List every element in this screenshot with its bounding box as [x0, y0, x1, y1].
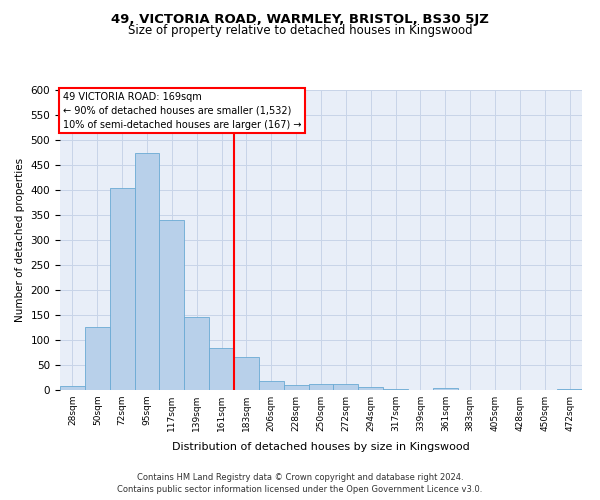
- Bar: [234, 356, 259, 390]
- Bar: [433, 388, 458, 390]
- Text: Contains public sector information licensed under the Open Government Licence v3: Contains public sector information licen…: [118, 485, 482, 494]
- Text: 49, VICTORIA ROAD, WARMLEY, BRISTOL, BS30 5JZ: 49, VICTORIA ROAD, WARMLEY, BRISTOL, BS3…: [111, 12, 489, 26]
- Bar: [259, 381, 284, 390]
- Bar: [110, 188, 134, 390]
- Text: Distribution of detached houses by size in Kingswood: Distribution of detached houses by size …: [172, 442, 470, 452]
- Bar: [358, 387, 383, 390]
- Bar: [284, 384, 308, 390]
- Text: Size of property relative to detached houses in Kingswood: Size of property relative to detached ho…: [128, 24, 472, 37]
- Bar: [209, 348, 234, 390]
- Bar: [383, 388, 408, 390]
- Text: 49 VICTORIA ROAD: 169sqm
← 90% of detached houses are smaller (1,532)
10% of sem: 49 VICTORIA ROAD: 169sqm ← 90% of detach…: [62, 92, 301, 130]
- Text: Contains HM Land Registry data © Crown copyright and database right 2024.: Contains HM Land Registry data © Crown c…: [137, 472, 463, 482]
- Bar: [334, 384, 358, 390]
- Bar: [85, 326, 110, 390]
- Y-axis label: Number of detached properties: Number of detached properties: [15, 158, 25, 322]
- Bar: [134, 152, 160, 390]
- Bar: [60, 386, 85, 390]
- Bar: [308, 384, 334, 390]
- Bar: [184, 316, 209, 390]
- Bar: [160, 220, 184, 390]
- Bar: [557, 388, 582, 390]
